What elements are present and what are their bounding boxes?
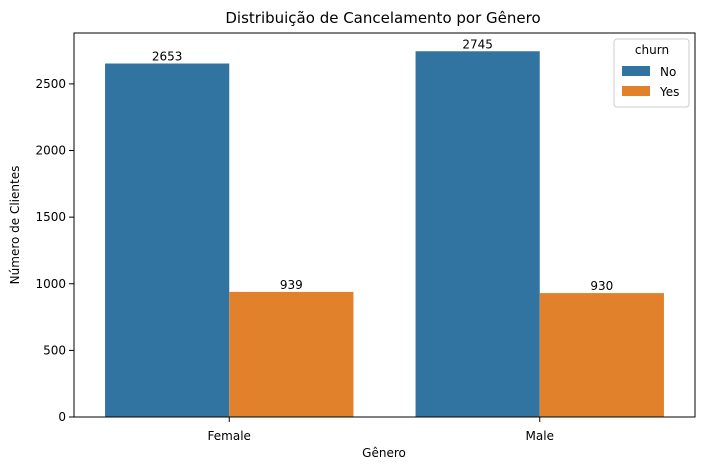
legend-swatch-no: [622, 66, 650, 76]
data-label-no-female: 2653: [152, 50, 183, 64]
x-tick-label: Female: [208, 429, 251, 443]
data-label-yes-female: 939: [280, 278, 303, 292]
legend-swatch-yes: [622, 86, 650, 96]
bar-no-female: [105, 63, 230, 417]
plot-frame: [73, 32, 696, 418]
y-tick-label: 1000: [35, 277, 66, 291]
bar-yes-female: [229, 291, 354, 417]
x-axis-label: Gênero: [362, 446, 406, 460]
x-tick-label: Male: [526, 429, 554, 443]
bar-yes-male: [539, 293, 664, 417]
bar-no-male: [415, 51, 540, 417]
y-tick-label: 2000: [35, 144, 66, 158]
data-label-no-male: 2745: [462, 37, 493, 51]
data-label-yes-male: 930: [590, 279, 613, 293]
legend-label-no: No: [660, 65, 676, 79]
y-tick-label: 0: [58, 410, 66, 424]
legend: churn No Yes: [613, 38, 690, 108]
y-tick-label: 2500: [35, 77, 66, 91]
y-tick-label: 1500: [35, 210, 66, 224]
y-tick-label: 500: [43, 343, 66, 357]
legend-title: churn: [635, 43, 669, 57]
plot-area: 2653 2745 939 930 0 500 1000 1500 2000 2500 Female…: [35, 37, 664, 443]
chart-title: Distribuição de Cancelamento por Gênero: [225, 9, 540, 27]
y-axis-label: Número de Clientes: [8, 166, 22, 285]
legend-label-yes: Yes: [659, 85, 679, 99]
